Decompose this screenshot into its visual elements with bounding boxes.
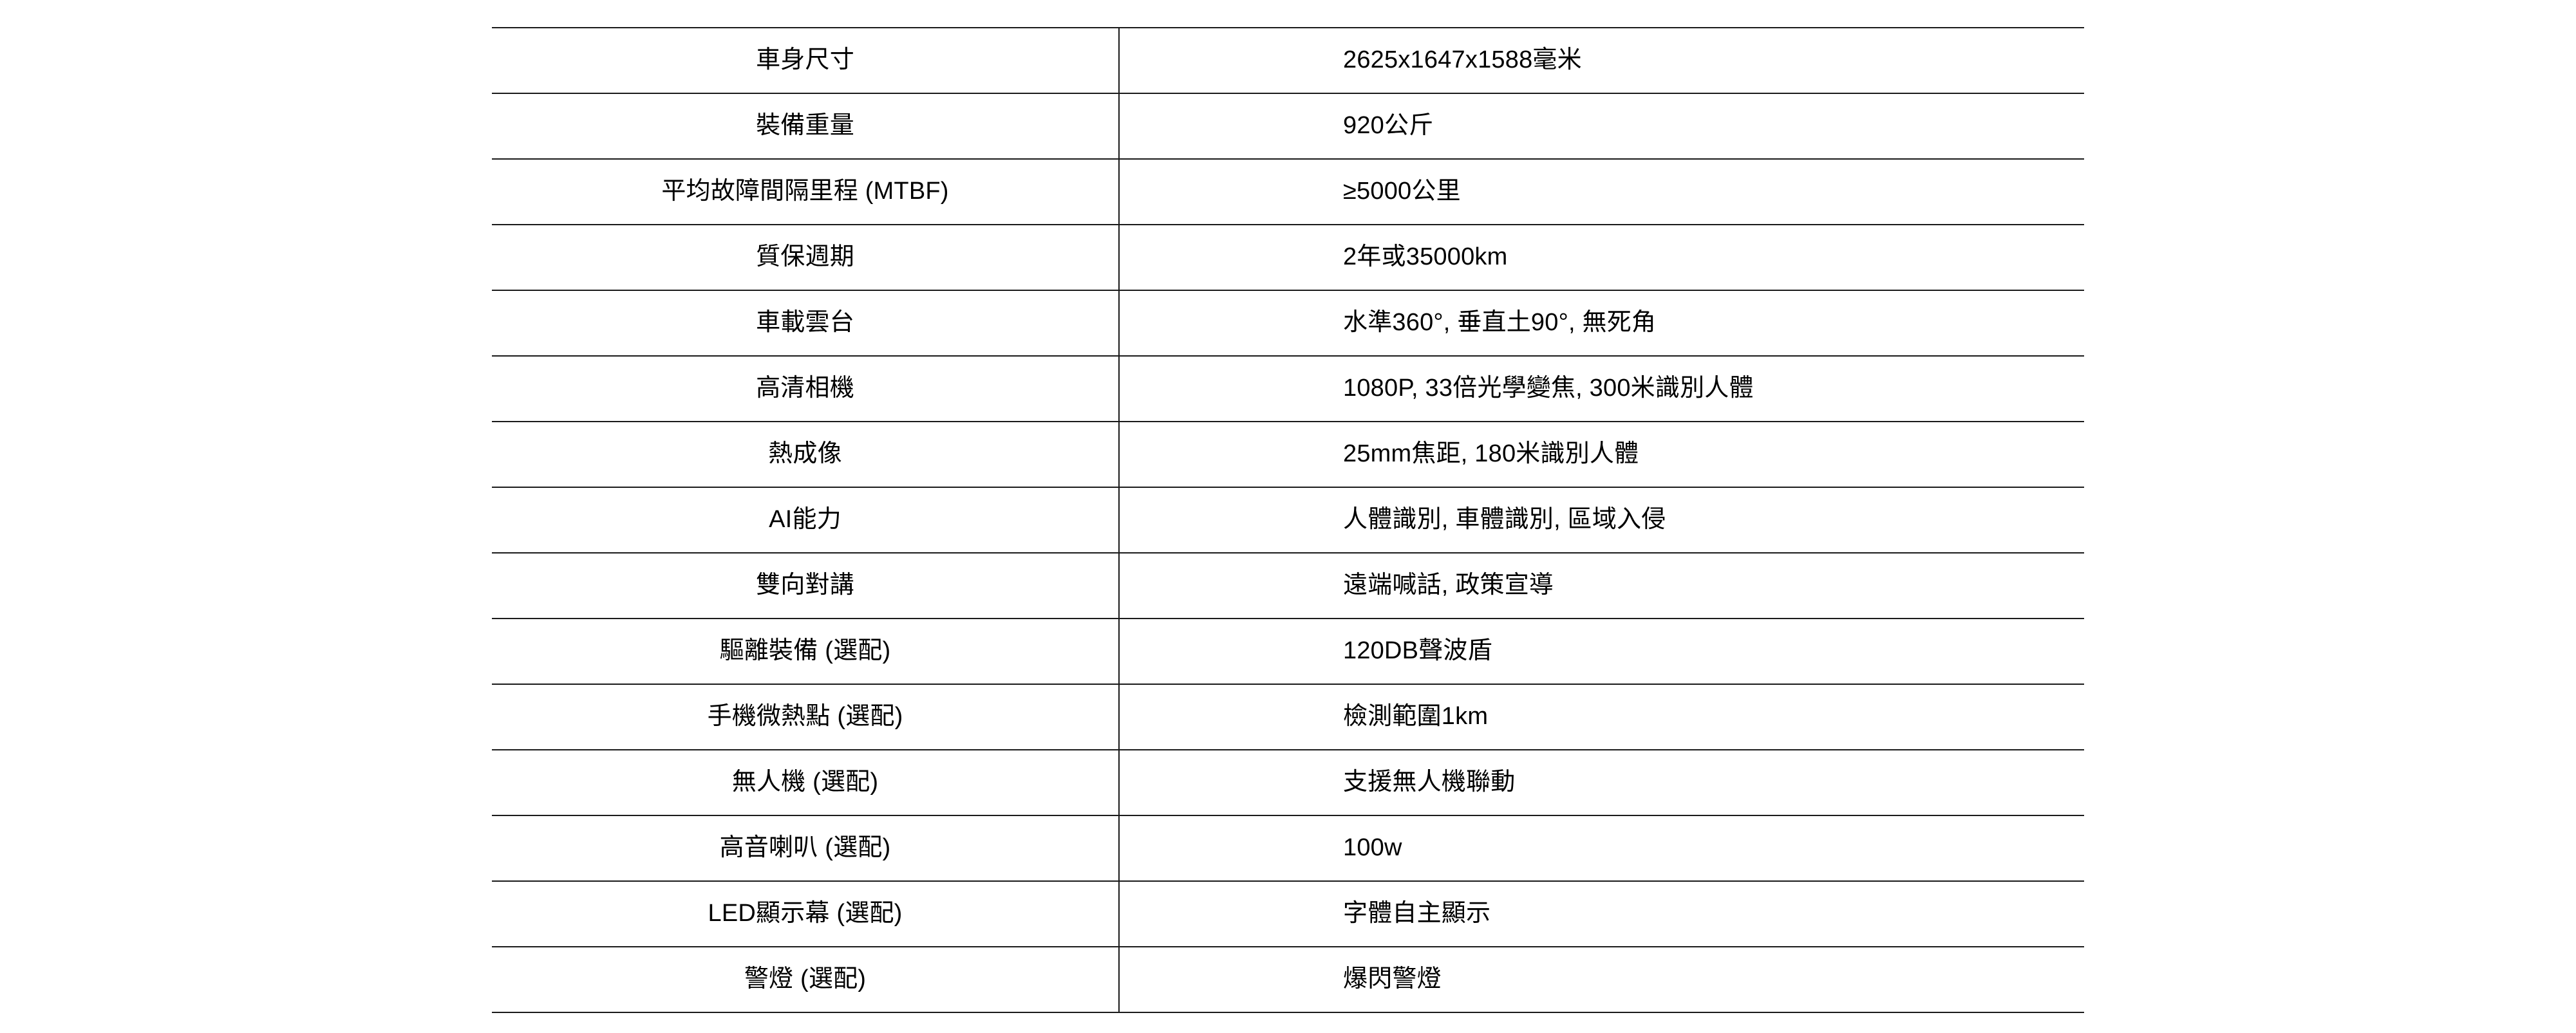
spec-value-cell: 920公斤 <box>1119 93 2084 160</box>
spec-value-cell: 人體識別, 車體識別, 區域入侵 <box>1119 487 2084 554</box>
table-row: 裝備重量 920公斤 <box>492 93 2084 160</box>
table-row: 熱成像 25mm焦距, 180米識別人體 <box>492 421 2084 488</box>
spec-value-cell: 2年或35000km <box>1119 224 2084 291</box>
table-row: 無人機 (選配) 支援無人機聯動 <box>492 749 2084 816</box>
spec-value-cell: 遠端喊話, 政策宣導 <box>1119 552 2084 619</box>
table-row: 高清相機 1080P, 33倍光學變焦, 300米識別人體 <box>492 355 2084 422</box>
spec-label-cell: 手機微熱點 (選配) <box>492 684 1120 750</box>
spec-value-cell: 2625x1647x1588毫米 <box>1119 27 2084 94</box>
table-row: 車身尺寸 2625x1647x1588毫米 <box>492 27 2084 94</box>
spec-value-cell: 100w <box>1119 815 2084 882</box>
spec-label-cell: 平均故障間隔里程 (MTBF) <box>492 158 1120 225</box>
table-row: 車載雲台 水準360°, 垂直土90°, 無死角 <box>492 290 2084 357</box>
spec-label-cell: 熱成像 <box>492 421 1120 488</box>
table-row: 雙向對講 遠端喊話, 政策宣導 <box>492 552 2084 619</box>
spec-label-cell: 雙向對講 <box>492 552 1120 619</box>
spec-label-cell: 驅離裝備 (選配) <box>492 618 1120 685</box>
spec-value-cell: 爆閃警燈 <box>1119 946 2084 1013</box>
table-row: 驅離裝備 (選配) 120DB聲波盾 <box>492 618 2084 685</box>
table-row: 手機微熱點 (選配) 檢測範圍1km <box>492 684 2084 750</box>
specification-table-body: 車身尺寸 2625x1647x1588毫米 裝備重量 920公斤 平均故障間隔里程 (M… <box>492 27 2084 1013</box>
spec-label-cell: 車身尺寸 <box>492 27 1120 94</box>
table-row: AI能力 人體識別, 車體識別, 區域入侵 <box>492 487 2084 554</box>
spec-label-cell: 裝備重量 <box>492 93 1120 160</box>
specification-table: 車身尺寸 2625x1647x1588毫米 裝備重量 920公斤 平均故障間隔里程 (M… <box>492 27 2084 1013</box>
table-row: 平均故障間隔里程 (MTBF) ≥5000公里 <box>492 158 2084 225</box>
spec-value-cell: ≥5000公里 <box>1119 158 2084 225</box>
spec-label-cell: 車載雲台 <box>492 290 1120 357</box>
spec-value-cell: 120DB聲波盾 <box>1119 618 2084 685</box>
spec-value-cell: 支援無人機聯動 <box>1119 749 2084 816</box>
spec-label-cell: 質保週期 <box>492 224 1120 291</box>
spec-value-cell: 水準360°, 垂直土90°, 無死角 <box>1119 290 2084 357</box>
table-row: 警燈 (選配) 爆閃警燈 <box>492 946 2084 1013</box>
spec-value-cell: 檢測範圍1km <box>1119 684 2084 750</box>
table-row: LED顯示幕 (選配) 字體自主顯示 <box>492 880 2084 947</box>
table-row: 高音喇叭 (選配) 100w <box>492 815 2084 882</box>
spec-label-cell: 警燈 (選配) <box>492 946 1120 1013</box>
spec-label-cell: LED顯示幕 (選配) <box>492 880 1120 947</box>
spec-value-cell: 25mm焦距, 180米識別人體 <box>1119 421 2084 488</box>
spec-label-cell: 高清相機 <box>492 355 1120 422</box>
table-row: 質保週期 2年或35000km <box>492 224 2084 291</box>
spec-label-cell: 無人機 (選配) <box>492 749 1120 816</box>
spec-label-cell: AI能力 <box>492 487 1120 554</box>
spec-value-cell: 字體自主顯示 <box>1119 880 2084 947</box>
spec-label-cell: 高音喇叭 (選配) <box>492 815 1120 882</box>
spec-value-cell: 1080P, 33倍光學變焦, 300米識別人體 <box>1119 355 2084 422</box>
